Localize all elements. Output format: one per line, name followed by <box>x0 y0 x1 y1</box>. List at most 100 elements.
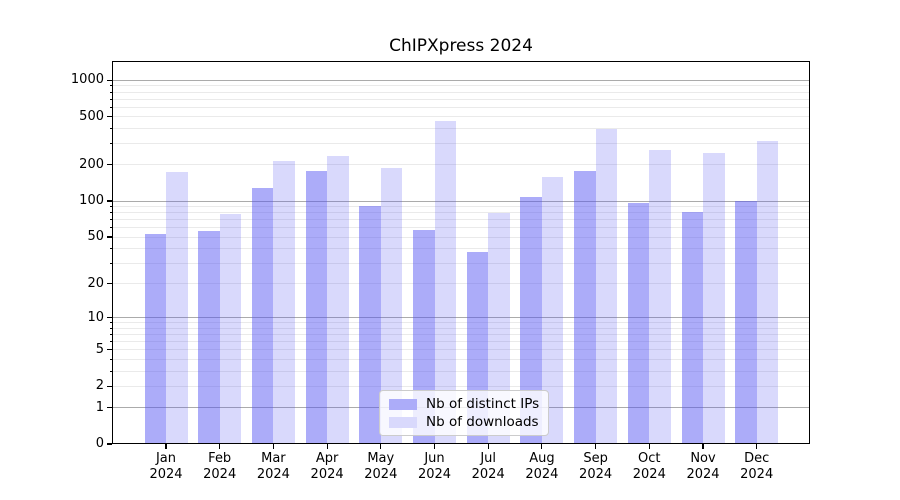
legend-swatch-distinct-ips <box>389 398 417 410</box>
y-tick-mark <box>107 236 112 238</box>
minor-gridline <box>113 127 809 129</box>
legend-row-distinct-ips: Nb of distinct IPs <box>389 396 540 412</box>
y-tick-mark <box>107 283 112 285</box>
y-minor-tick-mark <box>109 206 112 208</box>
minor-gridline <box>113 349 809 351</box>
plot-area: Nb of distinct IPs Nb of downloads <box>112 61 810 444</box>
minor-gridline <box>113 341 809 342</box>
y-minor-tick-mark <box>109 98 112 100</box>
y-tick-mark <box>107 385 112 387</box>
x-tick-label-sep: Sep 2024 <box>579 451 613 482</box>
bar-downloads-jan <box>166 171 188 443</box>
minor-gridline <box>113 143 809 144</box>
minor-gridline <box>113 219 809 221</box>
legend: Nb of distinct IPs Nb of downloads <box>379 390 549 436</box>
legend-row-downloads: Nb of downloads <box>389 414 540 430</box>
bar-distinct-ips-sep <box>574 170 596 443</box>
x-tick-label-feb: Feb 2024 <box>203 451 237 482</box>
bar-downloads-jul <box>488 213 510 443</box>
y-tick-label: 2 <box>95 378 104 394</box>
y-minor-tick-mark <box>109 334 112 336</box>
bar-downloads-jun <box>434 120 456 443</box>
minor-gridline <box>113 227 809 229</box>
bar-downloads-mar <box>273 160 295 443</box>
y-tick-label: 200 <box>79 156 104 172</box>
y-tick-label: 500 <box>79 108 104 124</box>
bar-distinct-ips-feb <box>198 231 220 443</box>
x-tick-label-may: May 2024 <box>364 451 398 482</box>
bar-distinct-ips-apr <box>305 170 328 443</box>
x-tick-mark <box>648 444 650 449</box>
x-tick-mark <box>433 444 436 449</box>
minor-gridline <box>113 370 809 372</box>
x-tick-mark <box>702 444 704 449</box>
bar-distinct-ips-aug <box>520 196 542 443</box>
x-tick-mark <box>541 444 543 449</box>
x-tick-label-dec: Dec 2024 <box>740 451 774 482</box>
major-gridline <box>113 200 809 202</box>
y-tick-label: 0 <box>95 436 104 451</box>
y-tick-mark <box>107 349 112 351</box>
bars-layer <box>113 62 809 443</box>
bar-downloads-dec <box>756 140 779 443</box>
minor-gridline <box>113 116 809 118</box>
y-minor-tick-mark <box>109 91 112 93</box>
y-minor-tick-mark <box>109 248 112 250</box>
legend-label-distinct-ips: Nb of distinct IPs <box>426 396 540 412</box>
bar-distinct-ips-jun <box>413 230 435 443</box>
bar-downloads-nov <box>703 153 725 443</box>
y-minor-tick-mark <box>109 212 112 214</box>
bar-downloads-may <box>380 167 403 443</box>
y-tick-mark <box>107 116 112 118</box>
y-minor-tick-mark <box>109 358 112 360</box>
y-minor-tick-mark <box>109 262 112 264</box>
y-minor-tick-mark <box>109 219 112 221</box>
y-minor-tick-mark <box>109 322 112 324</box>
y-minor-tick-mark <box>109 106 112 108</box>
x-tick-mark <box>219 444 221 449</box>
x-tick-label-aug: Aug 2024 <box>525 451 559 482</box>
legend-swatch-downloads <box>389 416 417 428</box>
minor-gridline <box>113 212 809 214</box>
minor-gridline <box>113 322 809 324</box>
y-tick-label: 20 <box>87 275 104 291</box>
minor-gridline <box>113 327 809 329</box>
bar-downloads-apr <box>327 155 349 443</box>
minor-gridline <box>113 164 809 166</box>
x-tick-mark <box>272 444 274 449</box>
x-tick-mark <box>487 444 489 449</box>
y-tick-label: 1 <box>95 399 104 415</box>
y-tick-label: 50 <box>87 229 104 244</box>
legend-label-downloads: Nb of downloads <box>426 414 539 430</box>
y-tick-mark <box>107 443 112 445</box>
minor-gridline <box>113 248 809 249</box>
bar-downloads-feb <box>219 213 242 443</box>
minor-gridline <box>113 358 809 360</box>
y-minor-tick-mark <box>109 341 112 343</box>
y-minor-tick-mark <box>109 127 112 130</box>
y-tick-label: 10 <box>87 309 104 325</box>
bar-distinct-ips-nov <box>681 211 703 443</box>
y-minor-tick-mark <box>109 327 112 329</box>
y-tick-mark <box>107 79 112 81</box>
y-tick-label: 100 <box>79 193 104 208</box>
x-tick-mark <box>595 444 597 449</box>
y-minor-tick-mark <box>109 370 112 372</box>
minor-gridline <box>113 206 809 207</box>
x-tick-label-oct: Oct 2024 <box>632 451 666 482</box>
bar-distinct-ips-jan <box>144 234 166 443</box>
y-tick-mark <box>107 406 112 409</box>
minor-gridline <box>113 85 809 87</box>
minor-gridline <box>113 334 809 335</box>
minor-gridline <box>113 106 809 108</box>
x-tick-mark <box>165 444 167 449</box>
bar-downloads-oct <box>649 149 671 443</box>
minor-gridline <box>113 91 809 93</box>
minor-gridline <box>113 236 809 238</box>
y-minor-tick-mark <box>109 85 112 87</box>
x-tick-label-apr: Apr 2024 <box>310 451 344 482</box>
bar-distinct-ips-dec <box>735 201 757 443</box>
y-tick-mark <box>107 317 112 319</box>
minor-gridline <box>113 385 809 387</box>
x-tick-label-jul: Jul 2024 <box>471 451 505 482</box>
